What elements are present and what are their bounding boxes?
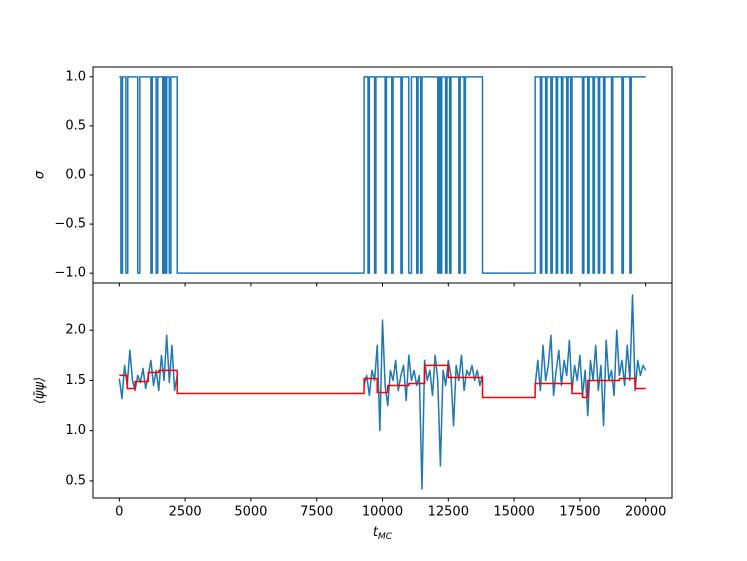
x-tick-label: 10000 [362, 505, 403, 520]
y-tick-label: −0.5 [54, 217, 86, 232]
x-tick-label: 15000 [493, 505, 534, 520]
y-axis-label: ⟨ψ̄ψ⟩ [33, 377, 48, 404]
y-tick-label: −1.0 [54, 266, 86, 281]
x-tick-label: 12500 [428, 505, 469, 520]
x-tick-label: 5000 [234, 505, 267, 520]
x-axis-label: tMC [373, 525, 393, 542]
y-axis-label: σ [33, 170, 48, 179]
y-tick-label: 1.0 [65, 69, 86, 84]
data-line [119, 364, 646, 399]
x-tick-label: 2500 [169, 505, 202, 520]
x-axis-label-main: t [373, 525, 379, 540]
x-tick-label: 17500 [559, 505, 600, 520]
y-tick-label: 0.5 [65, 473, 86, 488]
axes-frame [92, 66, 673, 284]
x-tick-label: 7500 [300, 505, 333, 520]
y-tick-label: 1.5 [65, 373, 86, 388]
y-tick-label: 0.5 [65, 118, 86, 133]
x-tick-label: 0 [115, 505, 123, 520]
data-line [119, 76, 646, 274]
x-axis-label-sub: MC [378, 532, 393, 542]
x-tick-label: 20000 [625, 505, 666, 520]
y-tick-label: 0.0 [65, 168, 86, 183]
y-tick-label: 1.0 [65, 423, 86, 438]
y-tick-label: 2.0 [65, 323, 86, 338]
axes-frame [92, 282, 673, 499]
